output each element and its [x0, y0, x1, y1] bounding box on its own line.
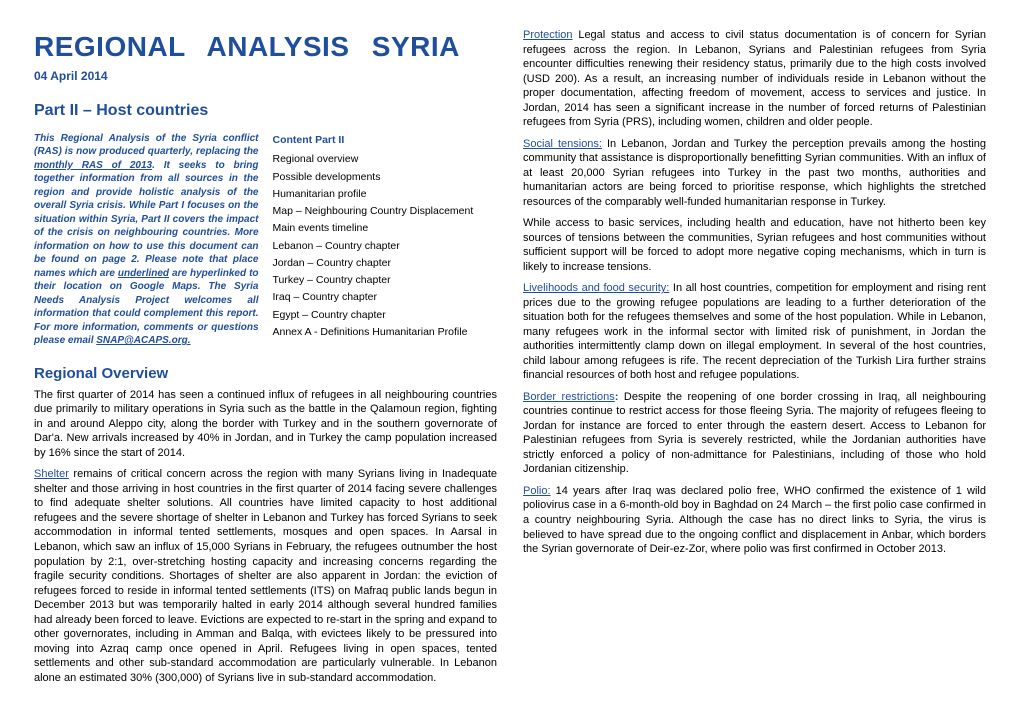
toc-item[interactable]: Iraq – Country chapter	[273, 289, 498, 306]
section-regional-overview: Regional Overview	[34, 364, 497, 384]
underlined-note: underlined	[118, 268, 169, 279]
paragraph-text: Legal status and access to civil status …	[523, 29, 986, 128]
link-protection[interactable]: Protection	[523, 29, 573, 41]
paragraph: Protection Legal status and access to ci…	[523, 28, 986, 130]
paragraph-text: remains of critical concern across the r…	[34, 468, 497, 683]
toc-item[interactable]: Map – Neighbouring Country Displacement	[273, 203, 498, 220]
toc-item[interactable]: Regional overview	[273, 151, 498, 168]
toc: Content Part II Regional overview Possib…	[273, 132, 498, 348]
toc-item[interactable]: Humanitarian profile	[273, 185, 498, 202]
toc-item[interactable]: Main events timeline	[273, 220, 498, 237]
email-link[interactable]: SNAP@ACAPS.org.	[96, 335, 190, 346]
link-shelter[interactable]: Shelter	[34, 468, 69, 480]
toc-head: Content Part II	[273, 132, 498, 149]
toc-item[interactable]: Turkey – Country chapter	[273, 272, 498, 289]
toc-item[interactable]: Possible developments	[273, 168, 498, 185]
link-monthly-ras[interactable]: monthly RAS of 2013	[34, 160, 152, 171]
toc-item[interactable]: Egypt – Country chapter	[273, 306, 498, 323]
paragraph-text: In all host countries, competition for e…	[523, 282, 986, 381]
intro-text: This Regional Analysis of the Syria conf…	[34, 132, 259, 348]
toc-item[interactable]: Lebanon – Country chapter	[273, 237, 498, 254]
paragraph-text: 14 years after Iraq was declared polio f…	[523, 485, 986, 555]
link-livelihoods[interactable]: Livelihoods and food security:	[523, 282, 669, 294]
link-polio[interactable]: Polio:	[523, 485, 551, 497]
link-border-restrictions[interactable]: Border restrictions	[523, 391, 615, 403]
intro-block: This Regional Analysis of the Syria conf…	[34, 132, 497, 348]
toc-item[interactable]: Annex A - Definitions Humanitarian Profi…	[273, 324, 498, 341]
link-social-tensions[interactable]: Social tensions:	[523, 138, 602, 150]
page-subtitle: Part II – Host countries	[34, 100, 497, 122]
paragraph: Polio: 14 years after Iraq was declared …	[523, 484, 986, 557]
paragraph: Border restrictions: Despite the reopeni…	[523, 390, 986, 477]
paragraph-text: Despite the reopening of one border cros…	[523, 391, 986, 476]
toc-item[interactable]: Jordan – Country chapter	[273, 254, 498, 271]
paragraph: Shelter remains of critical concern acro…	[34, 467, 497, 685]
paragraph: Livelihoods and food security: In all ho…	[523, 281, 986, 383]
paragraph: The first quarter of 2014 has seen a con…	[34, 388, 497, 461]
page-date: 04 April 2014	[34, 68, 497, 84]
page-title: REGIONAL ANALYSIS SYRIA	[34, 28, 497, 66]
paragraph: Social tensions: In Lebanon, Jordan and …	[523, 137, 986, 210]
paragraph: While access to basic services, includin…	[523, 216, 986, 274]
